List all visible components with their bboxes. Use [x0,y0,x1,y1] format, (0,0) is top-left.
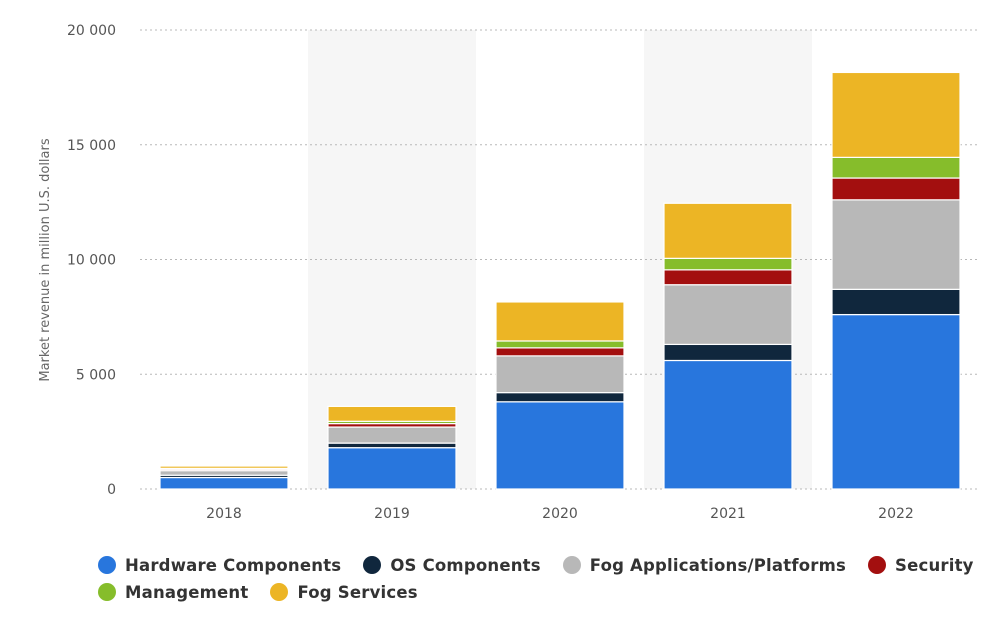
legend-label: Hardware Components [125,555,342,575]
bar-segment-2020-4[interactable] [495,340,625,349]
chart: 0 5 000 10 000 15 000 20 000 2018 2019 2020 202… [38,23,980,522]
x-tick-label: 2020 [542,506,578,522]
bar-stack-2019[interactable] [327,405,457,490]
legend-swatch [562,556,581,574]
bar-segment-2021-1[interactable] [663,343,793,362]
y-tick-label: 15 000 [67,138,116,154]
bar-segment-2018-5[interactable] [159,465,289,469]
bar-segment-2021-3[interactable] [663,269,793,286]
bar-segment-2020-3[interactable] [495,347,625,357]
legend-swatch [868,556,886,574]
legend-label: Fog Services [297,582,418,602]
y-axis-ticks: 0 5 000 10 000 15 000 20 000 [67,23,116,498]
legend-item[interactable]: Fog Applications/Platforms [562,555,846,575]
bar-segment-2019-0[interactable] [327,447,457,490]
bar-segment-2022-1[interactable] [831,288,961,316]
y-tick-label: 0 [107,482,116,498]
bar-segment-2021-2[interactable] [663,284,793,346]
legend-item[interactable]: OS Components [363,555,541,575]
x-tick-label: 2021 [710,506,746,522]
legend-item[interactable]: Management [98,582,249,602]
bar-segment-2022-5[interactable] [831,71,961,158]
bar-segment-2020-0[interactable] [495,401,625,490]
bar-segment-2020-5[interactable] [495,301,625,342]
legend-label: Security [895,555,974,575]
legend-item[interactable]: Security [868,555,974,575]
x-tick-label: 2018 [206,506,242,522]
bar-stack-2018[interactable] [159,465,289,490]
bar-segment-2018-2[interactable] [159,470,289,476]
bar-segment-2019-2[interactable] [327,426,457,444]
bar-segment-2022-0[interactable] [831,313,961,490]
legend-label: Fog Applications/Platforms [589,555,846,575]
legend-item[interactable]: Fog Services [270,582,418,602]
y-tick-label: 20 000 [67,23,116,39]
y-tick-label: 5 000 [76,367,116,383]
legend-swatch [98,583,116,601]
y-axis-title: Market revenue in million U.S. dollars [38,138,53,382]
x-axis-ticks: 2018 2019 2020 2021 2022 [206,506,914,522]
x-tick-label: 2019 [374,506,410,522]
bar-segment-2020-1[interactable] [495,392,625,403]
bars [159,71,961,490]
bar-stack-2022[interactable] [831,71,961,490]
bar-segment-2022-2[interactable] [831,199,961,290]
legend-item[interactable]: Hardware Components [98,555,342,575]
bar-stack-2020[interactable] [495,301,625,490]
bar-stack-2021[interactable] [663,202,793,490]
y-tick-label: 10 000 [67,253,116,269]
bar-segment-2018-0[interactable] [159,476,289,490]
legend-label: Management [125,582,249,602]
stacked-bar-chart: 0 5 000 10 000 15 000 20 000 2018 2019 2020 202… [38,23,980,522]
legend-swatch [363,556,382,574]
x-tick-label: 2022 [878,506,914,522]
bar-segment-2020-2[interactable] [495,355,625,394]
legend-swatch [270,583,289,601]
legend-label: OS Components [390,555,541,575]
legend-swatch [98,556,116,574]
bar-segment-2021-4[interactable] [663,257,793,271]
bar-segment-2022-3[interactable] [831,177,961,201]
bar-segment-2021-0[interactable] [663,359,793,490]
bar-segment-2022-4[interactable] [831,156,961,179]
bar-segment-2019-5[interactable] [327,405,457,422]
bar-segment-2021-5[interactable] [663,202,793,259]
bar-segment-2019-1[interactable] [327,442,457,449]
legend: Hardware Components OS Components Fog Appl… [98,555,978,602]
